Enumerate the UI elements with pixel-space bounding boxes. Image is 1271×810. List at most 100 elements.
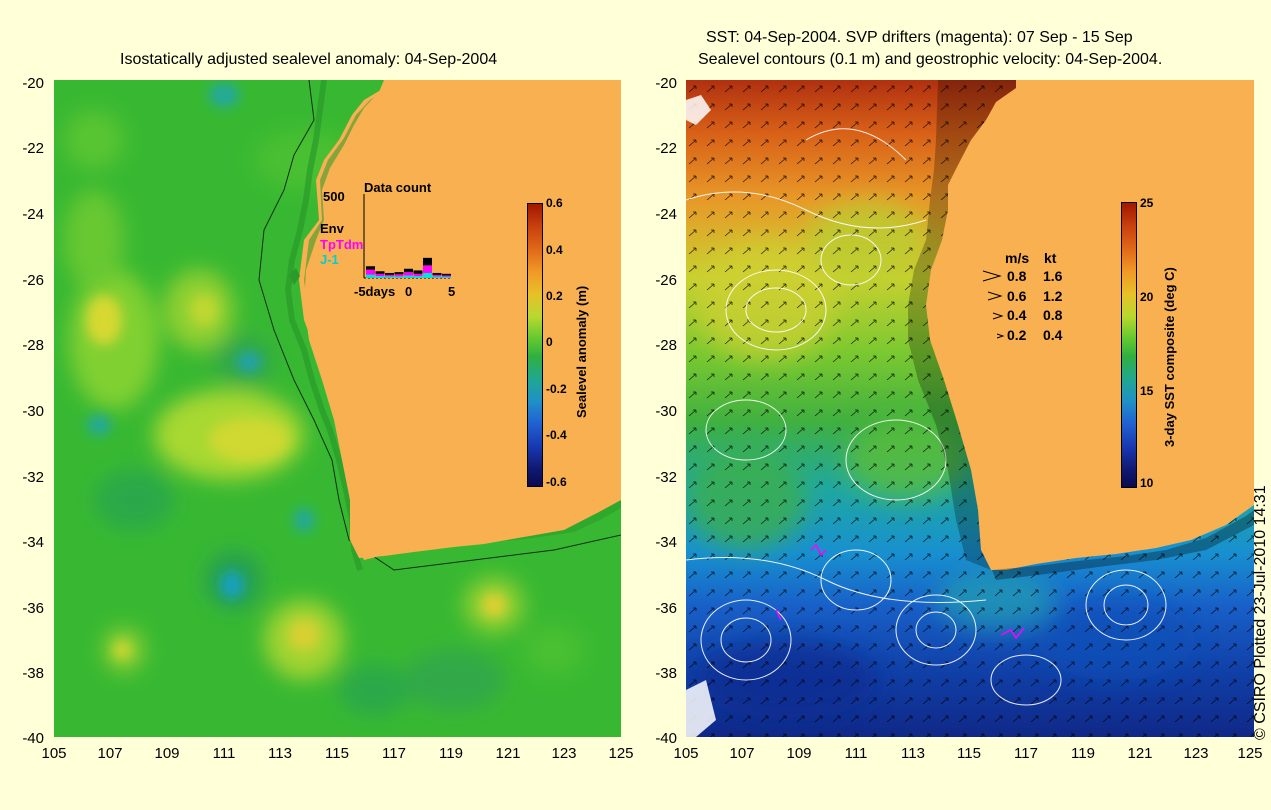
left-map-panel — [54, 80, 621, 737]
y-tick: -36 — [655, 600, 677, 617]
inset-bar-tp — [404, 272, 413, 276]
y-tick: -40 — [22, 730, 44, 747]
inset-bar-env — [375, 271, 385, 274]
sealevel-anomaly-map — [54, 80, 621, 737]
y-tick: -38 — [655, 665, 677, 682]
sealevel-colorbar-gradient — [527, 203, 543, 487]
inset-bar-tp — [413, 273, 423, 276]
legend-row: 1.2 — [1043, 288, 1063, 304]
y-tick: -20 — [22, 75, 44, 92]
inset-bar-env — [413, 270, 423, 274]
x-tick: 113 — [268, 745, 292, 762]
y-tick: -36 — [22, 600, 44, 617]
y-tick: -34 — [22, 534, 44, 551]
legend-row: 0.2 — [1007, 327, 1027, 343]
right-map-title-line1: SST: 04-Sep-2004. SVP drifters (magenta)… — [706, 29, 1133, 46]
x-tick: 125 — [1237, 745, 1263, 762]
x-tick: 105 — [41, 745, 67, 762]
cb-tick: -0.4 — [546, 428, 567, 442]
y-tick: -24 — [655, 206, 677, 223]
inset-series-tptdm: TpTdm — [320, 237, 364, 252]
x-tick: 117 — [382, 745, 406, 762]
x-tick: 121 — [1127, 745, 1153, 762]
legend-arrow-icon — [982, 270, 1002, 282]
inset-bar-env — [442, 273, 451, 276]
x-tick: 111 — [844, 745, 868, 762]
inset-xtick: -5days — [354, 284, 396, 299]
y-tick: -26 — [655, 272, 677, 289]
inset-ymax: 500 — [323, 189, 345, 204]
inset-bar-tp — [366, 269, 375, 275]
inset-bar-tp — [385, 274, 394, 277]
inset-bar-j1 — [404, 275, 413, 278]
inset-bar-env — [394, 272, 404, 275]
y-tick: -40 — [655, 730, 677, 747]
x-tick: 123 — [1183, 745, 1209, 762]
right-map-title-line2: Sealevel contours (0.1 m) and geostrophi… — [698, 51, 1163, 68]
x-tick: 115 — [957, 745, 981, 762]
inset-bar-j1 — [423, 272, 432, 278]
cb-tick: 0.4 — [546, 243, 563, 257]
cb-tick: -0.6 — [546, 475, 567, 489]
legend-row: 0.4 — [1043, 327, 1063, 343]
inset-xtick: 0 — [405, 284, 413, 299]
cb-tick: -0.2 — [546, 382, 567, 396]
inset-xtick: 5 — [448, 284, 456, 299]
inset-bar-env — [385, 272, 394, 275]
inset-bar-j1 — [413, 275, 423, 278]
inset-bar-env — [404, 268, 413, 273]
x-tick: 117 — [1014, 745, 1038, 762]
inset-series-env: Env — [320, 221, 344, 236]
inset-bar-j1 — [432, 276, 442, 278]
legend-row: 0.6 — [1007, 288, 1027, 304]
x-tick: 123 — [551, 745, 577, 762]
legend-arrow-icon — [992, 312, 1004, 320]
cb-tick: 0 — [546, 335, 553, 349]
sst-colorbar-label: 3-day SST composite (deg C) — [1162, 267, 1177, 447]
x-tick: 107 — [729, 745, 755, 762]
x-tick: 119 — [1071, 745, 1095, 762]
sst-colorbar-gradient — [1121, 202, 1137, 488]
x-tick: 119 — [439, 745, 463, 762]
x-tick: 121 — [495, 745, 521, 762]
inset-bar-tp — [423, 265, 432, 273]
inset-series-j1: J-1 — [320, 252, 339, 267]
legend-header-kt: kt — [1044, 250, 1057, 266]
y-tick: -30 — [655, 403, 677, 420]
sst-map — [686, 80, 1254, 737]
legend-row: 0.8 — [1043, 307, 1063, 323]
inset-bars — [363, 194, 451, 279]
cb-tick: 20 — [1140, 290, 1154, 304]
x-tick: 105 — [673, 745, 699, 762]
inset-bar-env — [366, 266, 375, 270]
legend-arrow-icon — [987, 291, 1003, 301]
inset-bar-j1 — [366, 274, 375, 278]
y-tick: -32 — [22, 469, 44, 486]
y-tick: -26 — [22, 272, 44, 289]
y-tick: -34 — [655, 534, 677, 551]
legend-arrow-icon — [996, 333, 1005, 339]
x-tick: 125 — [608, 745, 634, 762]
cb-tick: 15 — [1140, 384, 1154, 398]
inset-bar-tp — [375, 273, 385, 276]
sealevel-colorbar-label: Sealevel anomaly (m) — [574, 285, 589, 418]
inset-bar-tp — [442, 275, 451, 277]
inset-bar-env — [423, 257, 432, 266]
cb-tick: 25 — [1140, 196, 1154, 210]
x-tick: 109 — [154, 745, 180, 762]
inset-bar-j1 — [394, 276, 404, 278]
right-map-panel — [686, 80, 1254, 737]
inset-bar-j1 — [385, 276, 394, 278]
legend-header-ms: m/s — [1005, 250, 1030, 266]
inset-bar-j1 — [375, 275, 385, 278]
y-tick: -28 — [22, 337, 44, 354]
inset-bar-j1 — [442, 276, 451, 278]
credit-text: © CSIRO Plotted 23-Jul-2010 14:31 — [1252, 485, 1269, 740]
x-tick: 107 — [97, 745, 123, 762]
y-tick: -38 — [22, 665, 44, 682]
cb-tick: 0.2 — [546, 289, 563, 303]
y-tick: -30 — [22, 403, 44, 420]
inset-bar-env — [432, 272, 442, 275]
legend-row: 0.4 — [1007, 307, 1027, 323]
y-tick: -32 — [655, 469, 677, 486]
